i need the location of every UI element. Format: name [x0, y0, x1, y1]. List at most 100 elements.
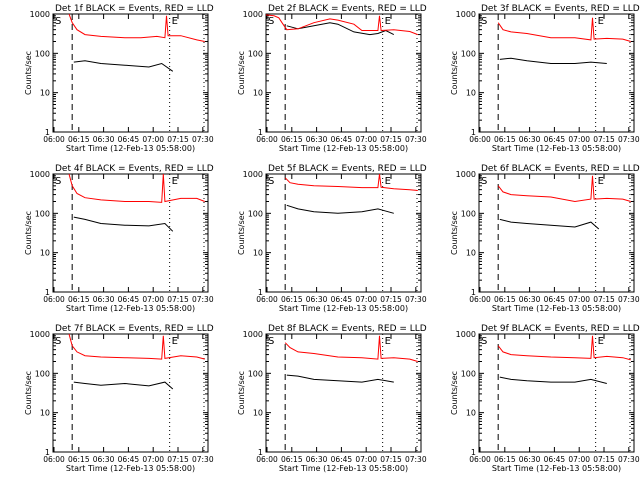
- y-tick-label: 1: [471, 128, 476, 137]
- x-tick-label: 06:30: [93, 295, 115, 304]
- lld-series-line: [68, 333, 205, 360]
- panel-title: Det 7f BLACK = Events, RED = LLD: [55, 324, 214, 334]
- events-series-line: [73, 216, 174, 232]
- start-marker-label: S: [55, 16, 61, 27]
- y-tick-label: 100: [35, 49, 50, 58]
- y-tick-label: 1000: [243, 170, 263, 179]
- events-series-line: [286, 22, 395, 36]
- x-tick-label: 07:30: [618, 135, 640, 144]
- detector-panel: Det 5f BLACK = Events, RED = LLD 1 10 100 10…: [237, 164, 427, 313]
- x-tick-label: 06:30: [306, 455, 328, 464]
- x-tick-label: 06:00: [43, 135, 65, 144]
- x-tick-label: 07:15: [167, 455, 189, 464]
- events-series-line: [499, 218, 600, 230]
- y-tick-label: 1000: [243, 10, 263, 19]
- plot-frame: [52, 333, 209, 453]
- y-tick-label: 1: [258, 448, 263, 457]
- x-tick-label: 06:30: [519, 295, 541, 304]
- x-tick-label: 06:30: [519, 135, 541, 144]
- y-tick-label: 1: [45, 128, 50, 137]
- start-marker-label: S: [55, 176, 61, 187]
- lld-series-line: [284, 335, 418, 362]
- events-series-line: [73, 381, 174, 390]
- y-axis-label: Counts/sec: [24, 51, 33, 95]
- panel-title: Det 8f BLACK = Events, RED = LLD: [268, 324, 427, 334]
- detector-panel: Det 8f BLACK = Events, RED = LLD 1 10 100 10…: [237, 324, 427, 473]
- start-marker-label: S: [268, 16, 274, 27]
- x-tick-label: 07:15: [167, 295, 189, 304]
- start-marker-label: S: [481, 336, 487, 347]
- y-tick-label: 100: [461, 369, 476, 378]
- x-tick-label: 07:15: [167, 135, 189, 144]
- x-tick-label: 06:00: [43, 295, 65, 304]
- plot-frame: [265, 13, 422, 133]
- y-tick-label: 1: [471, 288, 476, 297]
- x-tick-label: 06:45: [544, 135, 566, 144]
- plot-frame: [265, 173, 422, 293]
- x-tick-label: 07:00: [568, 295, 590, 304]
- y-tick-label: 1000: [30, 10, 50, 19]
- x-tick-label: 07:00: [142, 455, 164, 464]
- x-tick-label: 06:15: [494, 295, 516, 304]
- x-tick-label: 06:00: [469, 135, 491, 144]
- x-tick-label: 07:00: [355, 455, 377, 464]
- x-axis-label: Start Time (12-Feb-13 05:58:00): [279, 304, 408, 313]
- y-tick-label: 1: [258, 128, 263, 137]
- end-marker-label: E: [598, 336, 604, 347]
- y-tick-label: 1000: [30, 170, 50, 179]
- end-marker-label: E: [172, 176, 178, 187]
- x-tick-label: 06:30: [93, 135, 115, 144]
- end-marker-label: E: [385, 176, 391, 187]
- x-tick-label: 07:00: [568, 135, 590, 144]
- panel-title: Det 6f BLACK = Events, RED = LLD: [481, 164, 640, 174]
- start-marker-label: S: [268, 336, 274, 347]
- y-tick-label: 1: [471, 448, 476, 457]
- lld-series-line: [68, 173, 205, 203]
- x-tick-label: 07:30: [618, 295, 640, 304]
- events-series-line: [73, 60, 174, 72]
- x-tick-label: 06:45: [331, 135, 353, 144]
- y-tick-label: 1000: [456, 330, 476, 339]
- events-series-line: [499, 57, 607, 64]
- y-tick-label: 10: [253, 409, 263, 418]
- x-tick-label: 07:15: [593, 135, 615, 144]
- x-tick-label: 07:15: [593, 295, 615, 304]
- x-tick-label: 06:00: [43, 455, 65, 464]
- x-tick-label: 07:30: [618, 455, 640, 464]
- y-tick-label: 100: [35, 209, 50, 218]
- x-tick-label: 06:45: [118, 295, 140, 304]
- x-tick-label: 06:45: [544, 295, 566, 304]
- plot-frame: [265, 333, 422, 453]
- start-marker-label: S: [268, 176, 274, 187]
- lld-series-line: [265, 14, 418, 36]
- y-tick-label: 10: [40, 249, 50, 258]
- plot-frame: [478, 333, 635, 453]
- panel-title: Det 2f BLACK = Events, RED = LLD: [268, 4, 427, 14]
- x-tick-label: 06:00: [469, 295, 491, 304]
- y-tick-label: 1000: [456, 170, 476, 179]
- x-axis-label: Start Time (12-Feb-13 05:58:00): [279, 464, 408, 473]
- x-axis-label: Start Time (12-Feb-13 05:58:00): [492, 464, 621, 473]
- y-tick-label: 10: [253, 249, 263, 258]
- y-axis-label: Counts/sec: [450, 371, 459, 415]
- x-tick-label: 07:15: [380, 295, 402, 304]
- x-tick-label: 06:30: [306, 295, 328, 304]
- x-tick-label: 06:15: [281, 295, 303, 304]
- x-tick-label: 06:45: [118, 135, 140, 144]
- y-tick-label: 1: [258, 288, 263, 297]
- lld-series-line: [497, 17, 631, 42]
- y-axis-label: Counts/sec: [24, 371, 33, 415]
- detector-panel: Det 3f BLACK = Events, RED = LLD 1 10 100 10…: [450, 4, 640, 153]
- x-axis-label: Start Time (12-Feb-13 05:58:00): [492, 144, 621, 153]
- x-tick-label: 06:15: [281, 135, 303, 144]
- end-marker-label: E: [385, 16, 391, 27]
- x-tick-label: 07:30: [405, 455, 427, 464]
- x-tick-label: 06:15: [68, 295, 90, 304]
- x-axis-label: Start Time (12-Feb-13 05:58:00): [279, 144, 408, 153]
- end-marker-label: E: [598, 16, 604, 27]
- panel-title: Det 3f BLACK = Events, RED = LLD: [481, 4, 640, 14]
- y-axis-label: Counts/sec: [24, 211, 33, 255]
- y-axis-label: Counts/sec: [237, 211, 246, 255]
- lld-series-line: [284, 173, 418, 191]
- y-tick-label: 10: [40, 89, 50, 98]
